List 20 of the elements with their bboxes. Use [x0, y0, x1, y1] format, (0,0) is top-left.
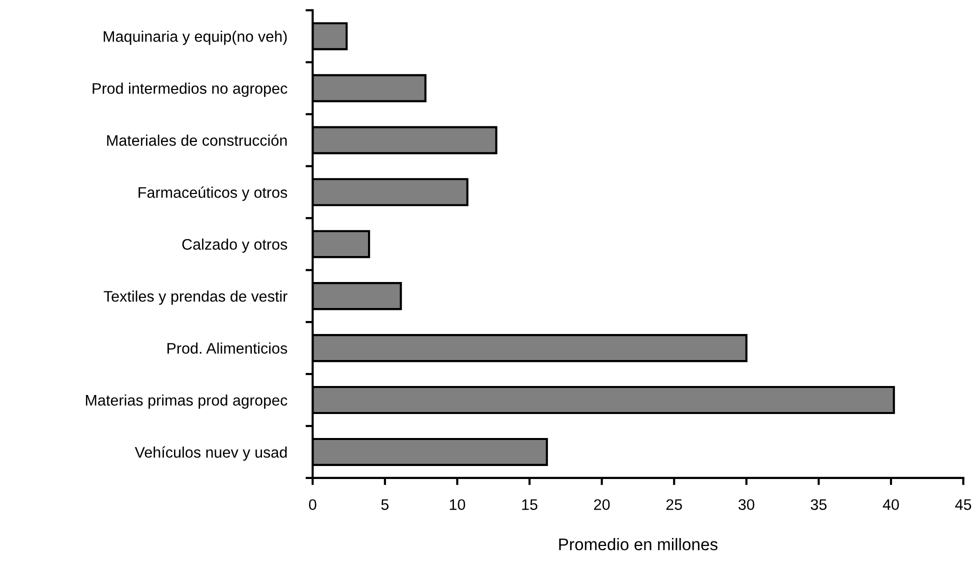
y-tick-label: Maquinaria y equip(no veh)	[104, 30, 287, 45]
x-tick-label: 30	[738, 499, 754, 510]
x-tick-label: 45	[955, 499, 972, 510]
y-tick-label: Materiales de construcción	[107, 134, 287, 146]
x-axis-title: Promedio en millones	[559, 538, 718, 550]
x-tick-label: 10	[450, 499, 466, 510]
y-tick-label: Materias primas prod agropec	[86, 394, 288, 409]
x-tick-label: 20	[594, 499, 610, 510]
y-tick-label: Prod. Alimenticios	[167, 342, 288, 354]
y-tick-label: Calzado y otros	[182, 238, 288, 253]
x-tick-label: 5	[381, 499, 389, 510]
y-tick-label: Prod intermedios no agropec	[92, 82, 288, 97]
x-tick-label: 25	[666, 499, 682, 510]
x-tick-label: 40	[882, 499, 899, 510]
x-tick-label: 15	[522, 499, 538, 510]
y-tick-label: Textiles y prendas de vestir	[104, 290, 288, 305]
x-tick-label: 0	[309, 499, 316, 510]
y-tick-label: Vehículos nuev y usad	[134, 446, 287, 461]
y-tick-label: Farmaceúticos y otros	[138, 186, 288, 201]
x-tick-label: 35	[810, 499, 827, 510]
